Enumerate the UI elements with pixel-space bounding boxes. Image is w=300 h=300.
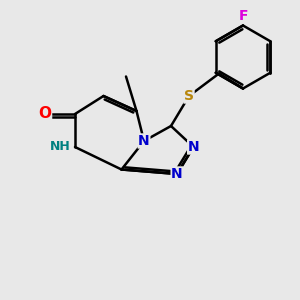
Text: N: N <box>138 134 150 148</box>
Text: F: F <box>238 9 248 23</box>
Text: S: S <box>184 89 194 103</box>
Text: O: O <box>38 106 52 122</box>
Text: N: N <box>188 140 199 154</box>
Text: NH: NH <box>50 140 70 154</box>
Text: N: N <box>171 167 183 181</box>
